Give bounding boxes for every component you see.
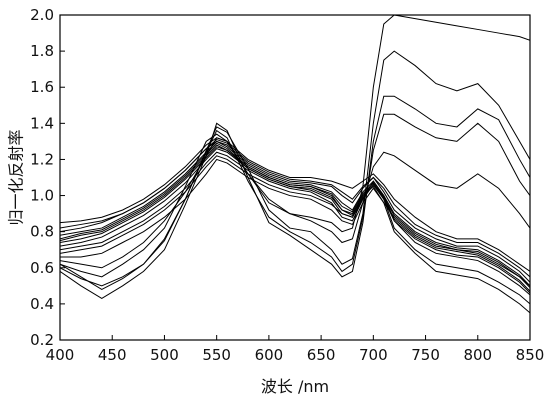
ticks-layer bbox=[59, 14, 531, 341]
plot-frame bbox=[59, 14, 531, 341]
y-tick-label: 0.8 bbox=[30, 223, 54, 241]
x-tick-label: 450 bbox=[98, 346, 127, 364]
series-line-11 bbox=[60, 148, 530, 294]
y-tick-label: 0.6 bbox=[30, 259, 54, 277]
series-line-12 bbox=[60, 139, 530, 278]
series-line-4 bbox=[60, 113, 530, 291]
y-tick-label: 2.0 bbox=[30, 6, 54, 24]
y-tick-label: 1.8 bbox=[30, 42, 54, 60]
series-line-10 bbox=[60, 140, 530, 287]
series-line-6 bbox=[60, 140, 530, 283]
x-tick-label: 400 bbox=[46, 346, 75, 364]
series-line-13 bbox=[60, 158, 530, 314]
y-tick-label: 1.6 bbox=[30, 78, 54, 96]
x-tick-label: 500 bbox=[150, 346, 179, 364]
series-line-1 bbox=[60, 15, 530, 278]
series-line-15 bbox=[60, 146, 530, 292]
series-line-14 bbox=[60, 142, 530, 288]
series-line-9 bbox=[60, 155, 530, 305]
series-line-5 bbox=[60, 144, 530, 287]
series-line-3 bbox=[60, 95, 530, 300]
x-axis-label: 波长 /nm bbox=[261, 377, 329, 396]
y-tick-label: 1.0 bbox=[30, 187, 54, 205]
series-line-2 bbox=[60, 50, 530, 287]
y-tick-label: 1.2 bbox=[30, 150, 54, 168]
y-axis-label: 归一化反射率 bbox=[7, 129, 26, 225]
x-tick-label: 700 bbox=[359, 346, 388, 364]
x-tick-label: 600 bbox=[255, 346, 284, 364]
series-layer bbox=[60, 15, 530, 314]
series-line-7 bbox=[60, 151, 530, 296]
x-tick-label: 850 bbox=[516, 346, 545, 364]
x-tick-label: 550 bbox=[202, 346, 231, 364]
y-tick-label: 0.2 bbox=[30, 331, 54, 349]
x-tick-label: 650 bbox=[307, 346, 336, 364]
tick-labels: 400 450 500 550 600 650 700 750 800 850 0.2 0.4 0.6 0… bbox=[30, 6, 544, 364]
series-line-8 bbox=[60, 137, 530, 272]
series-line-16 bbox=[60, 137, 530, 269]
y-tick-label: 1.4 bbox=[30, 114, 54, 132]
y-tick-label: 0.4 bbox=[30, 295, 54, 313]
x-tick-label: 800 bbox=[463, 346, 492, 364]
x-tick-label: 750 bbox=[411, 346, 440, 364]
